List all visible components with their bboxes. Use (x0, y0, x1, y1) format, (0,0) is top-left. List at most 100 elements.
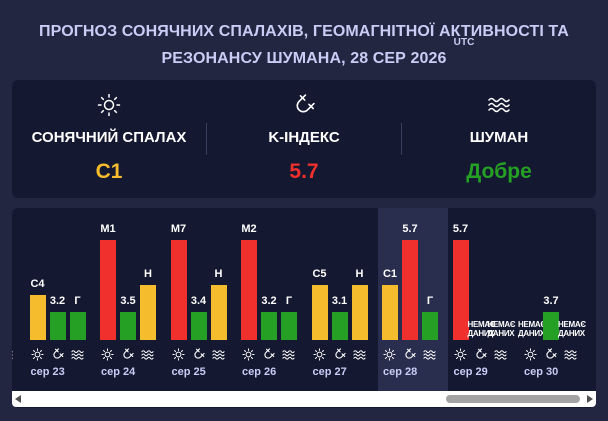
waves-icon (564, 350, 577, 360)
waves-icon (70, 350, 84, 360)
summary-flare-value: C1 (95, 160, 123, 183)
kindex-label: 5.7 (402, 223, 418, 235)
title-line-2: РЕЗОНАНСУ ШУМАНА, 28 СЕР 2026 UTC (161, 38, 474, 72)
waves-icon (211, 350, 225, 360)
sun-icon (242, 348, 255, 361)
divider (401, 123, 402, 155)
waves-icon (12, 351, 13, 360)
kindex-bar[interactable] (120, 312, 136, 340)
waves-icon (488, 97, 510, 113)
summary-schumann-value: Добре (466, 160, 532, 183)
day-label: сер 23 (30, 366, 65, 378)
summary-kindex: K-ІНДЕКС 5.7 (207, 80, 401, 198)
schumann-label: Н (214, 268, 223, 280)
summary-schumann: ШУМАН Добре (402, 80, 596, 198)
schumann-bar[interactable] (140, 285, 156, 340)
flare-bar[interactable] (100, 240, 116, 340)
sun-icon (101, 348, 114, 361)
summary-flare-label: СОНЯЧНИЙ СПАЛАХ (31, 129, 187, 146)
waves-icon (423, 350, 436, 360)
flare-bar[interactable] (29, 295, 46, 340)
sun-icon (97, 94, 121, 116)
kindex-bar[interactable] (402, 240, 418, 340)
kindex-label: 3.2 (261, 295, 277, 307)
day-label: сер 27 (312, 366, 347, 378)
magnet-icon (52, 348, 64, 359)
waves-icon (493, 350, 507, 360)
schumann-label: Г (426, 295, 434, 307)
magnet-icon (296, 94, 315, 113)
kindex-label: 3.5 (120, 295, 136, 307)
flare-bar[interactable] (311, 285, 328, 340)
schumann-label: Г (74, 295, 81, 307)
scroll-thumb[interactable] (446, 395, 580, 403)
kindex-bar[interactable] (49, 312, 66, 340)
kindex-label: 3.1 (331, 295, 348, 307)
waves-icon (282, 350, 295, 360)
scroll-right-arrow-icon[interactable] (587, 395, 593, 403)
no-data-label: НЕМАЄ ДАНИХ (518, 320, 546, 338)
schumann-bar[interactable] (69, 312, 86, 340)
flare-bar[interactable] (382, 285, 398, 340)
schumann-bar[interactable] (351, 285, 368, 340)
schumann-label: Н (144, 268, 152, 280)
summary-flare: СОНЯЧНИЙ СПАЛАХ C1 (12, 80, 206, 198)
day-label: сер 25 (171, 366, 206, 378)
magnet-icon (123, 348, 134, 359)
sun-icon (30, 348, 44, 361)
kindex-bar[interactable] (543, 312, 559, 340)
magnet-icon (264, 348, 275, 359)
day-label: сер 28 (383, 366, 418, 378)
sun-icon (171, 348, 185, 361)
title-line-1: ПРОГНОЗ СОНЯЧНИХ СПАЛАХІВ, ГЕОМАГНІТНОЇ … (39, 23, 569, 40)
utc-label: UTC (453, 37, 475, 48)
page-title: ПРОГНОЗ СОНЯЧНИХ СПАЛАХІВ, ГЕОМАГНІТНОЇ … (0, 18, 608, 72)
flare-bar[interactable] (241, 240, 257, 340)
sun-icon (383, 348, 396, 361)
divider (206, 123, 207, 155)
kindex-bar[interactable] (190, 312, 207, 340)
sun-icon (453, 348, 467, 361)
day-label: сер 24 (101, 366, 136, 378)
kindex-bar[interactable] (261, 312, 277, 340)
summary-schumann-label: ШУМАН (469, 129, 529, 146)
kindex-label: 3.2 (49, 295, 66, 307)
kindex-label: 3.4 (190, 295, 207, 307)
flare-label: M1 (100, 223, 116, 235)
magnet-icon (193, 348, 205, 359)
waves-icon (352, 350, 366, 360)
kindex-bar[interactable] (331, 312, 348, 340)
magnet-icon (475, 348, 487, 359)
flare-label: 5.7 (452, 223, 469, 235)
flare-bar[interactable] (452, 240, 469, 340)
horizontal-scrollbar[interactable] (12, 391, 596, 407)
day-label: сер 26 (242, 366, 277, 378)
magnet-icon (334, 348, 346, 359)
day-label: сер 30 (524, 366, 559, 378)
title-line-2-text: РЕЗОНАНСУ ШУМАНА, 28 СЕР 2026 (161, 50, 447, 67)
scroll-left-arrow-icon[interactable] (15, 395, 21, 403)
no-data-label: НЕМАЄ ДАНИХ (487, 320, 516, 338)
summary-kindex-label: K-ІНДЕКС (268, 129, 340, 146)
schumann-label: Г (285, 295, 293, 307)
flare-label: C1 (382, 268, 398, 280)
schumann-bar[interactable] (210, 285, 227, 340)
magnet-icon (546, 348, 557, 359)
waves-icon (141, 350, 154, 360)
schumann-bar[interactable] (422, 312, 438, 340)
schumann-label: Н (355, 268, 364, 280)
no-data-label: НЕМАЄ ДАНИХ (467, 320, 496, 338)
day-label: сер 29 (453, 366, 488, 378)
magnet-icon (405, 348, 416, 359)
summary-kindex-value: 5.7 (289, 160, 319, 183)
flare-label: M2 (241, 223, 257, 235)
flare-label: C5 (312, 268, 327, 280)
kindex-label: 3.7 (543, 295, 559, 307)
flare-bar[interactable] (170, 240, 187, 340)
flare-label: M7 (170, 223, 187, 235)
flare-label: C4 (30, 278, 45, 290)
summary-panel: СОНЯЧНИЙ СПАЛАХ C1 K-ІНДЕКС 5.7 ШУМАН До… (12, 80, 596, 198)
no-data-label: НЕМАЄ ДАНИХ (558, 320, 586, 338)
schumann-bar[interactable] (281, 312, 297, 340)
